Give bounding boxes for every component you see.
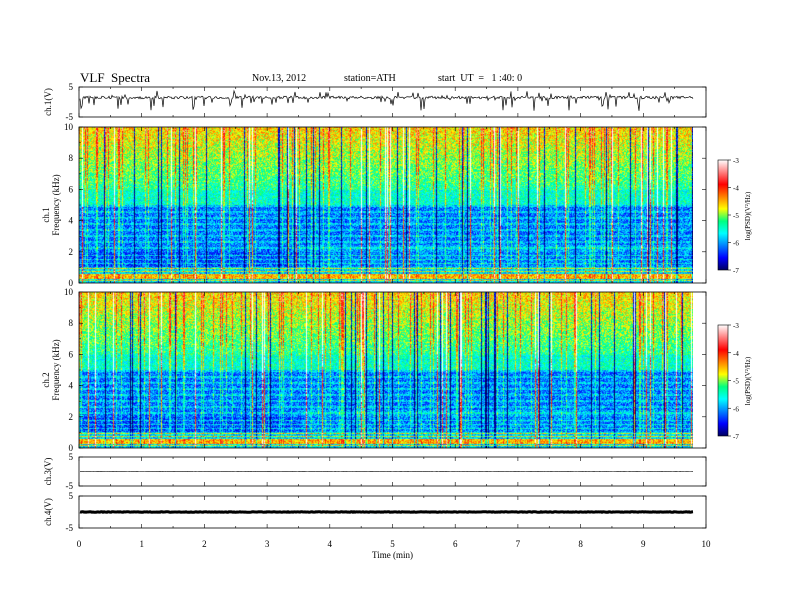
x-tick-label: 2 — [202, 539, 207, 549]
station-label: station=ATH — [344, 73, 396, 84]
colorbar-tick-label: -4 — [733, 350, 739, 358]
y-tick-label: 10 — [64, 287, 74, 297]
y-tick-label: 6 — [69, 184, 74, 194]
x-tick-label: 8 — [578, 539, 583, 549]
y-tick-label: 10 — [64, 122, 74, 132]
y-tick-label: -5 — [66, 112, 74, 122]
start-time-label: start UT = 1 :40: 0 — [438, 73, 523, 84]
y-tick-label: 8 — [69, 153, 74, 163]
date-label: Nov.13, 2012 — [252, 73, 307, 84]
y-tick-label: 4 — [69, 381, 74, 391]
ch2-spectrogram-image — [79, 292, 693, 448]
x-tick-label: 1 — [139, 539, 144, 549]
y-tick-label: 4 — [69, 216, 74, 226]
x-tick-label: 6 — [453, 539, 458, 549]
chart-title: VLF Spectra — [80, 70, 151, 85]
colorbar-tick-label: -6 — [733, 405, 739, 413]
colorbar-tick-label: -3 — [733, 322, 739, 330]
y-tick-label: 6 — [69, 349, 74, 359]
colorbar-tick-label: -7 — [733, 267, 739, 275]
x-axis-label: Time (min) — [372, 550, 413, 560]
colorbar-label: log(PSD)(V²/Hz) — [744, 191, 752, 240]
x-tick-label: 4 — [328, 539, 333, 549]
x-tick-label: 5 — [390, 539, 395, 549]
y-axis-label: ch.4(V) — [43, 498, 53, 526]
colorbar-2 — [717, 324, 729, 437]
colorbar-tick-label: -7 — [733, 433, 739, 441]
y-tick-label: 5 — [69, 82, 74, 92]
x-tick-label: 10 — [702, 539, 712, 549]
colorbar-tick-label: -5 — [733, 212, 739, 220]
x-tick-label: 9 — [641, 539, 646, 549]
ch1-spectrogram-image — [79, 127, 693, 283]
colorbar-tick-label: -6 — [733, 240, 739, 248]
x-tick-label: 0 — [77, 539, 82, 549]
y-tick-label: 8 — [69, 318, 74, 328]
y-tick-label: -5 — [66, 523, 74, 533]
y-tick-label: 5 — [69, 452, 74, 462]
ch1-waveform-line — [79, 89, 694, 111]
y-axis-label: Frequency (kHz) — [51, 174, 61, 235]
y-tick-label: 5 — [69, 491, 74, 501]
y-axis-channel-label: ch.2 — [41, 372, 51, 387]
colorbar-tick-label: -4 — [733, 185, 739, 193]
x-tick-label: 3 — [265, 539, 270, 549]
y-tick-label: 0 — [69, 443, 74, 453]
colorbar-tick-label: -5 — [733, 378, 739, 386]
y-tick-label: 2 — [69, 247, 74, 257]
colorbar-1 — [717, 159, 729, 271]
x-tick-label: 7 — [516, 539, 521, 549]
y-axis-label: ch.1(V) — [43, 88, 53, 116]
y-tick-label: -5 — [66, 481, 74, 491]
y-tick-label: 2 — [69, 412, 74, 422]
y-axis-channel-label: ch.1 — [41, 207, 51, 222]
y-axis-label: Frequency (kHz) — [51, 339, 61, 400]
colorbar-tick-label: -3 — [733, 157, 739, 165]
y-tick-label: 0 — [69, 278, 74, 288]
colorbar-label: log(PSD)(V²/Hz) — [744, 356, 752, 405]
y-axis-label: ch.3(V) — [43, 458, 53, 486]
